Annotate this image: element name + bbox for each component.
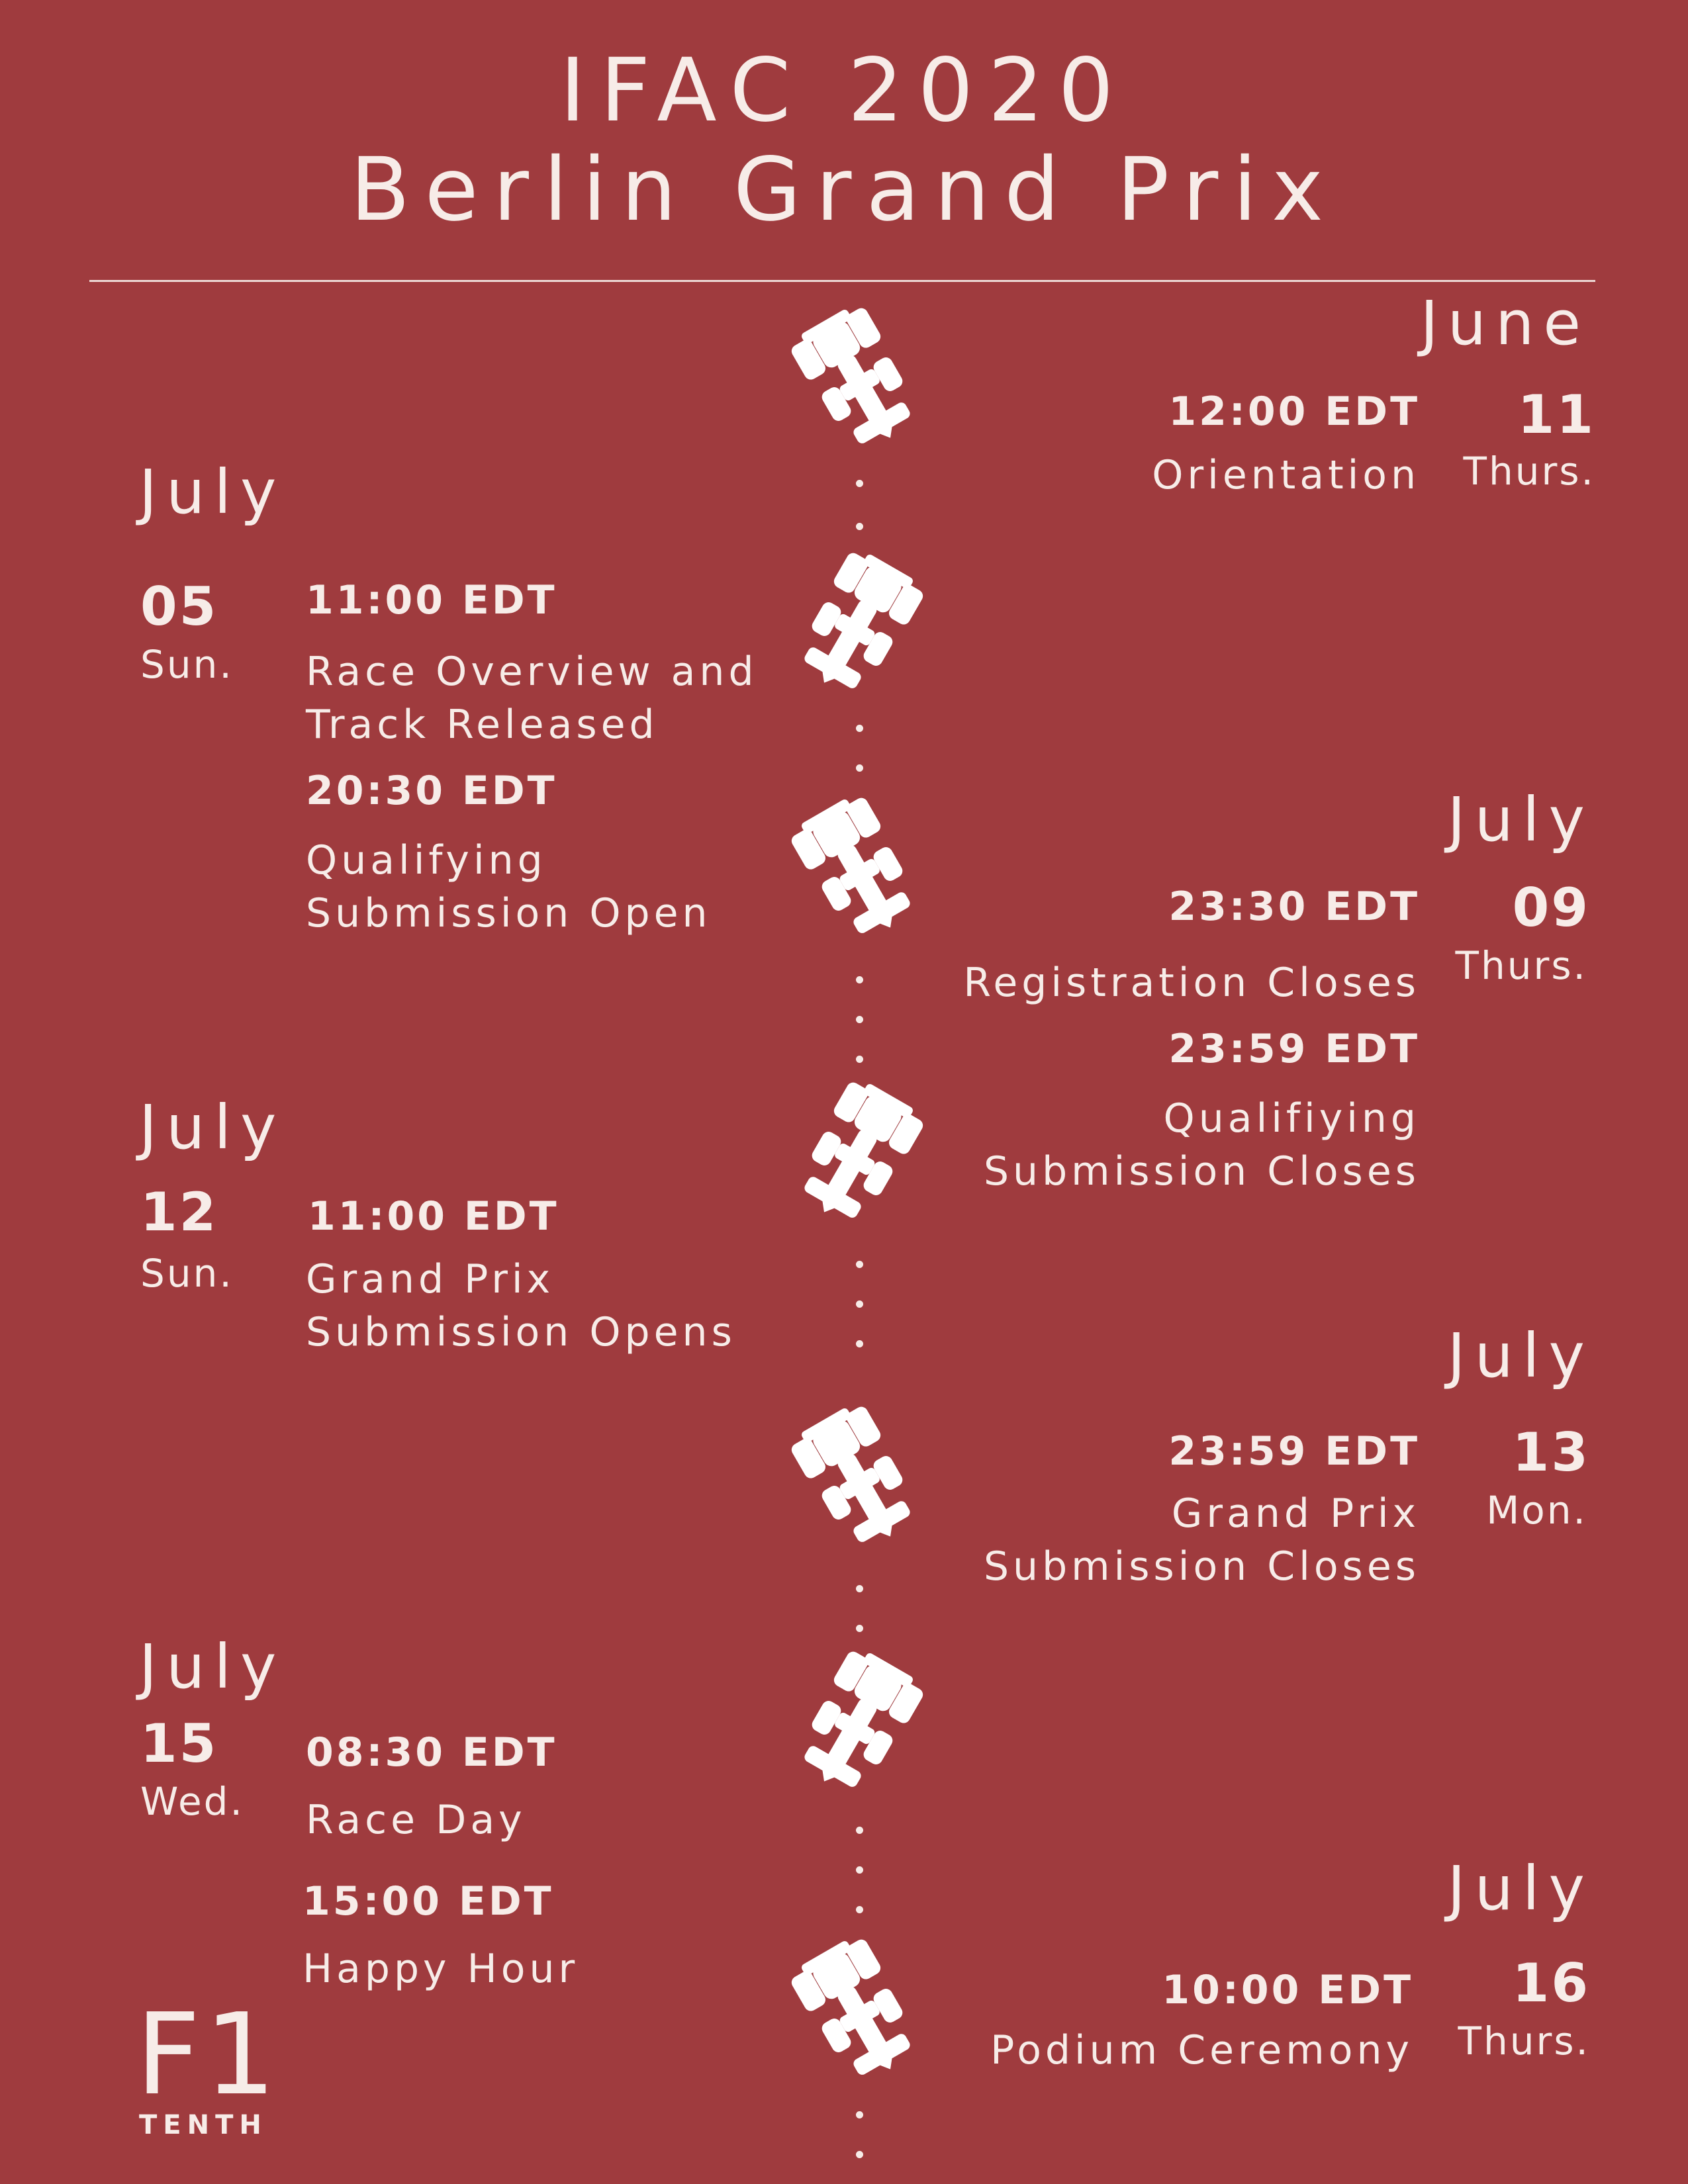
event-weekday: Sun. (140, 642, 234, 687)
timeline-dot (856, 1827, 863, 1834)
race-car-icon (791, 304, 923, 457)
event-desc: Submission Open (306, 890, 712, 936)
event-time: 08:30 EDT (306, 1729, 557, 1776)
race-car-icon (791, 1079, 923, 1231)
event-time: 15:00 EDT (303, 1878, 554, 1925)
event-time: 23:30 EDT (1168, 884, 1420, 930)
event-month: July (1447, 784, 1594, 855)
event-desc: Registration Closes (963, 960, 1420, 1006)
event-time: 23:59 EDT (1168, 1026, 1420, 1072)
timeline-dot (856, 2111, 863, 2118)
event-day: 16 (1512, 1952, 1590, 2014)
timeline-dot (856, 976, 863, 983)
event-month: July (1447, 1320, 1594, 1391)
event-time: 10:00 EDT (1162, 1967, 1413, 2013)
event-desc: Happy Hour (303, 1946, 579, 1992)
event-day: 13 (1512, 1422, 1590, 1483)
race-car-icon (791, 1648, 923, 1800)
race-car-icon (791, 1936, 923, 2088)
timeline-dot (856, 764, 863, 772)
event-desc: Grand Prix (306, 1256, 555, 1302)
event-weekday: Mon. (1486, 1488, 1587, 1533)
event-weekday: Thurs. (1458, 2019, 1590, 2064)
event-desc: Submission Closes (983, 1543, 1420, 1590)
timeline-dot (856, 523, 863, 530)
event-desc: Submission Closes (983, 1148, 1420, 1195)
timeline-dot (856, 1866, 863, 1874)
timeline-dot (856, 1906, 863, 1913)
event-day: 09 (1512, 877, 1590, 938)
event-desc: Grand Prix (1171, 1490, 1420, 1537)
event-time: 12:00 EDT (1168, 388, 1420, 435)
timeline-dot (856, 2151, 863, 2158)
event-day: 05 (140, 576, 218, 637)
event-day: 15 (140, 1713, 218, 1774)
event-day: 12 (140, 1181, 218, 1243)
event-desc: Race Overview and (306, 649, 758, 695)
f1tenth-logo-mark: F1 (136, 1989, 280, 2120)
f1tenth-logo-text: TENTH (139, 2110, 267, 2140)
timeline-dot (856, 1585, 863, 1592)
event-desc: Orientation (1152, 452, 1420, 498)
race-car-icon (791, 794, 923, 946)
event-time: 11:00 EDT (308, 1193, 559, 1240)
title-line-2: Berlin Grand Prix (350, 139, 1338, 241)
event-weekday: Thurs. (1455, 943, 1587, 988)
event-desc: Qualifying (306, 837, 547, 884)
event-desc: Track Released (306, 702, 659, 748)
title-line-1: IFAC 2020 (559, 40, 1129, 142)
race-car-icon (791, 549, 923, 702)
timeline-dot (856, 1056, 863, 1063)
event-month: July (1447, 1853, 1594, 1924)
event-month: June (1420, 288, 1590, 359)
event-weekday: Thurs. (1463, 449, 1595, 494)
title-divider (89, 280, 1595, 282)
event-time: 20:30 EDT (306, 768, 557, 814)
event-weekday: Wed. (140, 1779, 244, 1824)
event-time: 11:00 EDT (306, 577, 557, 623)
event-month: July (139, 1631, 286, 1702)
event-weekday: Sun. (140, 1251, 234, 1296)
timeline-dot (856, 1340, 863, 1347)
timeline-dot (856, 480, 863, 487)
event-month: July (139, 1092, 286, 1163)
event-desc: Qualifiying (1163, 1095, 1420, 1142)
event-day: 11 (1517, 384, 1595, 445)
event-time: 23:59 EDT (1168, 1428, 1420, 1475)
event-desc: Submission Opens (306, 1309, 736, 1355)
event-desc: Podium Ceremony (990, 2027, 1413, 2073)
event-desc: Race Day (306, 1797, 526, 1843)
timeline-dot (856, 1300, 863, 1308)
race-car-icon (791, 1403, 923, 1555)
timeline-dot (856, 1261, 863, 1268)
timeline-dot (856, 725, 863, 732)
timeline-dot (856, 1016, 863, 1023)
event-month: July (139, 457, 286, 527)
timeline-dot (856, 1625, 863, 1632)
